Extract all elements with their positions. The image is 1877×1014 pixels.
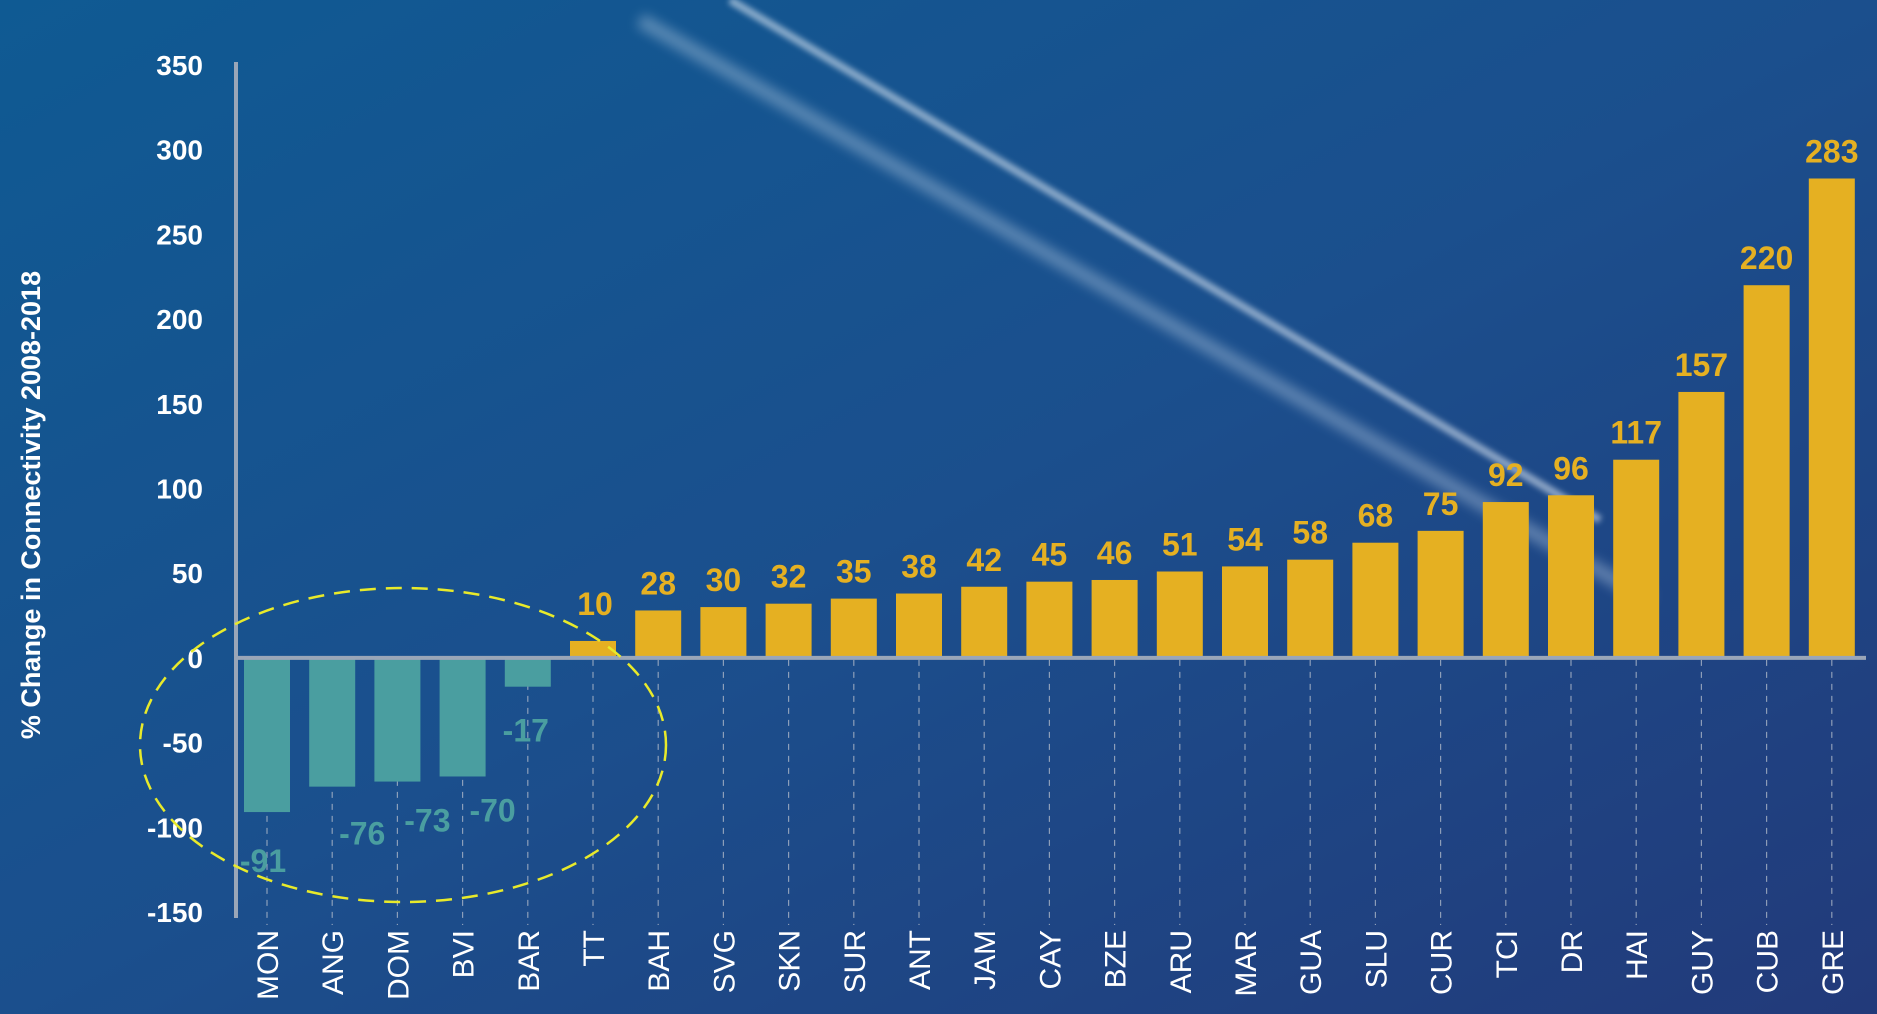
data-label: 46: [1097, 535, 1133, 571]
data-label: 68: [1358, 498, 1394, 534]
bar: [1548, 495, 1594, 658]
x-tick-label: ARU: [1165, 930, 1198, 993]
data-label: 30: [706, 562, 742, 598]
bar: [1287, 559, 1334, 658]
bar: [1482, 502, 1529, 658]
highlight-ellipse: [138, 586, 668, 904]
x-tick-label: CAY: [1034, 930, 1067, 989]
y-tick-label: 200: [156, 304, 203, 335]
bar: [1678, 391, 1725, 658]
value-labels: -91 -76 -73 -70 -17 10 28 30 32 35 38 42 45 46 51 54 58 6…: [240, 133, 1859, 879]
x-tick-label: HAI: [1621, 930, 1654, 980]
x-tick-label: ANG: [317, 930, 350, 995]
data-label: 96: [1553, 450, 1589, 486]
data-label: -76: [339, 816, 385, 852]
data-label: 58: [1292, 515, 1328, 551]
data-label: 54: [1227, 521, 1263, 557]
bar: [635, 610, 682, 658]
data-label: 45: [1032, 537, 1068, 573]
x-tick-label: ANT: [904, 930, 937, 990]
y-tick-label: 250: [156, 219, 203, 250]
bar: [244, 657, 290, 813]
bar: [504, 657, 551, 687]
data-label: 51: [1162, 527, 1198, 563]
bar: [1222, 566, 1268, 658]
data-label: 92: [1488, 457, 1524, 493]
y-axis-label: % Change in Connectivity 2008-2018: [16, 271, 46, 739]
bar: [896, 593, 942, 658]
x-tick-label: SVG: [708, 930, 741, 993]
data-label: -73: [404, 803, 450, 839]
x-axis-labels: MON ANG DOM BVI BAR TT BAH SVG SKN SUR ANT JAM CAY BZ…: [252, 930, 1850, 1000]
x-tick-label: MAR: [1230, 930, 1263, 997]
data-label: 283: [1805, 133, 1858, 169]
y-tick-label: 300: [156, 135, 203, 166]
x-tick-label: TT: [578, 930, 611, 967]
x-tick-label: TCI: [1491, 930, 1524, 978]
data-label: 75: [1423, 486, 1459, 522]
category-guide-lines: [266, 659, 1833, 925]
bar: [765, 603, 812, 658]
contrail-decoration: [636, 0, 1654, 607]
data-label: 32: [771, 559, 807, 595]
bar: [309, 657, 356, 787]
data-label: -70: [469, 792, 515, 828]
data-label: 157: [1675, 347, 1728, 383]
x-tick-label: DOM: [382, 930, 415, 1000]
x-tick-label: GRE: [1817, 930, 1850, 995]
data-label: 42: [966, 542, 1002, 578]
y-tick-label: -50: [163, 728, 203, 759]
data-label: 38: [901, 549, 937, 585]
data-label: 28: [640, 565, 676, 601]
y-tick-label: 350: [156, 50, 203, 81]
y-tick-label: 150: [156, 389, 203, 420]
bar: [1091, 579, 1138, 658]
x-tick-label: CUR: [1426, 930, 1459, 995]
x-tick-label: BVI: [448, 930, 481, 978]
x-tick-label: SUR: [839, 930, 872, 993]
bar: [961, 586, 1008, 658]
data-label: 117: [1610, 415, 1662, 451]
axes: [234, 62, 1866, 918]
x-tick-label: BAR: [513, 930, 546, 992]
x-tick-label: BZE: [1100, 930, 1133, 988]
bar: [439, 657, 486, 777]
bar: [1026, 581, 1073, 658]
data-label: 10: [577, 586, 613, 622]
x-tick-label: GUY: [1686, 930, 1719, 995]
data-label: -91: [240, 843, 286, 879]
bar: [374, 657, 421, 782]
bar: [830, 598, 877, 658]
bar: [700, 607, 747, 658]
bar: [1808, 178, 1855, 658]
bar: [1743, 285, 1790, 658]
x-tick-label: GUA: [1295, 930, 1328, 995]
x-tick-label: SLU: [1360, 930, 1393, 988]
data-label: 35: [836, 554, 872, 590]
x-tick-label: DR: [1556, 930, 1589, 973]
y-tick-label: 100: [156, 474, 203, 505]
y-tick-label: -100: [147, 812, 203, 843]
bar: [1417, 530, 1464, 658]
y-tick-label: -150: [147, 897, 203, 928]
x-tick-label: SKN: [774, 930, 807, 992]
x-tick-label: MON: [252, 930, 285, 1000]
data-label: -17: [503, 713, 549, 749]
bar: [1352, 542, 1399, 658]
bar: [1156, 571, 1203, 658]
y-tick-label: 50: [172, 558, 203, 589]
bars: [244, 178, 1855, 813]
x-tick-label: CUB: [1752, 930, 1785, 993]
bar: [570, 640, 616, 658]
bar: [1613, 459, 1660, 658]
data-label: 220: [1740, 240, 1793, 276]
x-tick-label: JAM: [969, 930, 1002, 990]
x-tick-label: BAH: [643, 930, 676, 992]
